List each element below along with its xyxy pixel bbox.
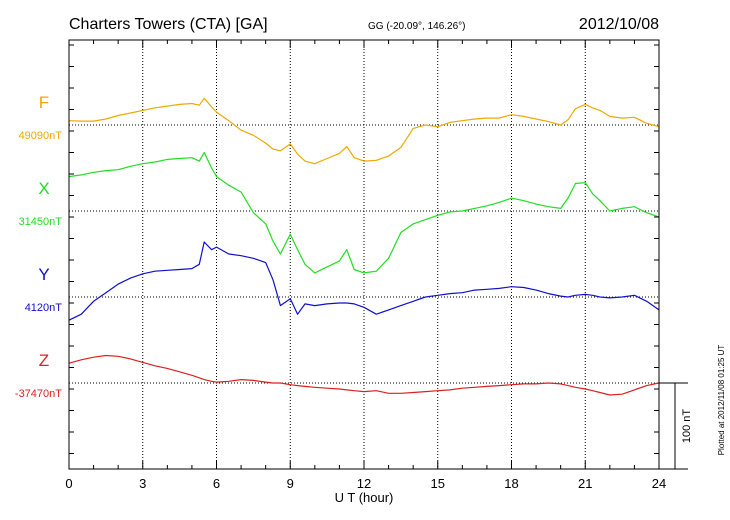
- xtick-label-18: 18: [504, 476, 518, 491]
- series-label-z: Z: [39, 351, 49, 370]
- series-z-line: [68, 354, 660, 396]
- plotted-note: Plotted at 2012/11/08 01:25 UT: [717, 345, 726, 456]
- series-y-line: [68, 241, 660, 321]
- xtick-label-12: 12: [357, 476, 371, 491]
- station-coordinates: GG (-20.09°, 146.26°): [368, 21, 466, 32]
- series-f-line: [68, 97, 660, 165]
- xtick-label-9: 9: [287, 476, 294, 491]
- series-label-y: Y: [38, 265, 49, 284]
- series-baseline-f: 49090nT: [19, 130, 63, 142]
- x-tick-labels: 0 3 6 9 12 15 18 21 24: [65, 476, 666, 491]
- series-label-x: X: [38, 179, 49, 198]
- chart-date: 2012/10/08: [579, 16, 659, 33]
- scale-bar-label: 100 nT: [681, 409, 693, 444]
- xtick-label-15: 15: [431, 476, 445, 491]
- series-layer: [68, 97, 660, 396]
- axis-ticks: [68, 40, 660, 469]
- series-baseline-x: 31450nT: [19, 216, 63, 228]
- chart-title: Charters Towers (CTA) [GA]: [69, 16, 268, 33]
- xtick-label-3: 3: [139, 476, 146, 491]
- xtick-label-21: 21: [578, 476, 592, 491]
- series-baseline-y: 4120nT: [25, 302, 63, 314]
- plot-frame: [68, 39, 660, 470]
- series-baseline-z: -37470nT: [15, 388, 62, 400]
- series-label-f: F: [39, 93, 49, 112]
- scale-bar: 100 nT: [659, 382, 693, 470]
- series-x-line: [68, 151, 660, 274]
- xtick-label-0: 0: [65, 476, 72, 491]
- grid-lines: [69, 40, 659, 469]
- xtick-label-24: 24: [652, 476, 666, 491]
- xtick-label-6: 6: [213, 476, 220, 491]
- series-labels: F 49090nT X 31450nT Y 4120nT Z -37470nT: [15, 93, 62, 400]
- x-axis-label: U T (hour): [335, 490, 394, 505]
